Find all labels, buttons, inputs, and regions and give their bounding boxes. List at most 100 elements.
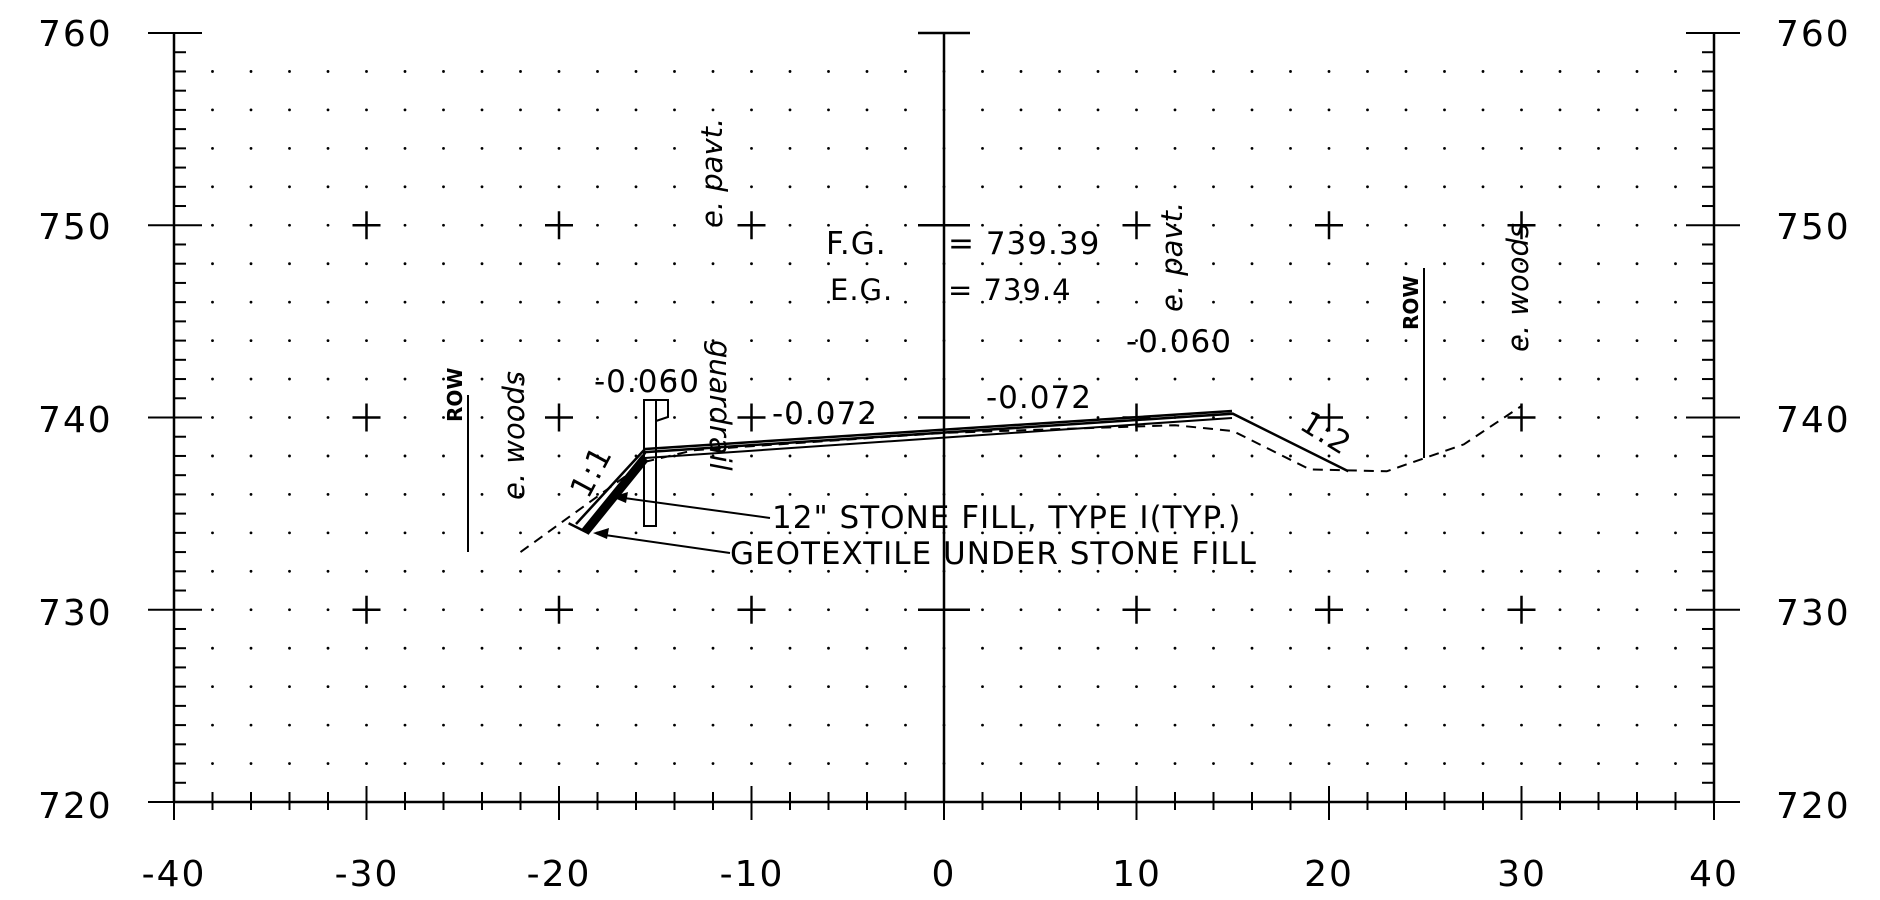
grid-dot	[1558, 223, 1562, 227]
grid-dot	[1366, 646, 1369, 650]
grid-dot	[1058, 416, 1061, 419]
grid-dot	[403, 531, 407, 535]
grid-dot	[1135, 339, 1138, 342]
grid-dot	[827, 762, 830, 765]
grid-dot	[981, 377, 984, 381]
grid-dot	[827, 70, 830, 73]
grid-dot	[1404, 416, 1408, 419]
grid-dot	[403, 146, 407, 150]
grid-dot	[1289, 723, 1292, 727]
grid-dot	[634, 493, 638, 496]
grid-dot	[249, 454, 253, 458]
grid-dot	[557, 646, 561, 650]
grid-dot	[1443, 723, 1446, 727]
grid-dot	[1481, 723, 1485, 727]
grid-dot	[1019, 262, 1023, 266]
grid-dot	[403, 339, 407, 342]
grid-dot	[365, 300, 368, 304]
grid-dot	[1327, 146, 1331, 150]
grid-dot	[1173, 685, 1177, 689]
grid-dot	[1597, 339, 1600, 342]
grid-dot	[519, 339, 522, 342]
grid-dot	[788, 416, 792, 419]
grid-dot	[403, 377, 407, 381]
grid-dot	[1635, 569, 1639, 573]
grid-dot	[1481, 646, 1485, 650]
major-crosses	[352, 211, 1536, 624]
grid-dot	[596, 108, 599, 112]
grid-dot	[1481, 300, 1485, 304]
grid-dot	[788, 723, 792, 727]
grid-dot	[480, 70, 484, 73]
grid-dot	[403, 416, 407, 419]
grid-dot	[1597, 146, 1600, 150]
grid-dot	[1674, 416, 1677, 419]
grid-dot	[1481, 70, 1485, 73]
grid-dot	[249, 569, 253, 573]
grid-dot	[1289, 339, 1292, 342]
grid-dot	[1443, 531, 1446, 535]
grid-dot	[1212, 608, 1215, 612]
grid-dot	[788, 339, 792, 342]
grid-dot	[673, 608, 676, 612]
grid-dot	[326, 493, 330, 496]
grid-dot	[1366, 762, 1369, 765]
grid-dot	[596, 185, 599, 189]
grid-dot	[1019, 185, 1023, 189]
geotextile-arrowhead	[593, 528, 609, 539]
grid-dot	[673, 70, 676, 73]
grid-dot	[1443, 146, 1446, 150]
grid-dot	[865, 454, 869, 458]
grid-dot	[1443, 108, 1446, 112]
grid-dot	[904, 685, 907, 689]
grid-dot	[211, 569, 214, 573]
grid-dot	[1289, 300, 1292, 304]
grid-dot	[211, 339, 214, 342]
grid-dot	[1327, 70, 1331, 73]
grid-dot	[1635, 70, 1639, 73]
grid-dot	[1250, 685, 1254, 689]
grid-dot	[1443, 646, 1446, 650]
grid-dot	[750, 646, 753, 650]
grid-dot	[865, 608, 869, 612]
grid-dot	[981, 569, 984, 573]
grid-dot	[596, 493, 599, 496]
grid-dot	[673, 185, 676, 189]
edge-of-woods-label: e. woods	[497, 371, 531, 500]
grid-dot	[1674, 339, 1677, 342]
grid-dot	[1404, 223, 1408, 227]
grid-dot	[596, 146, 599, 150]
grid-dot	[1443, 608, 1446, 612]
grid-dot	[1058, 762, 1061, 765]
grid-dot	[211, 493, 214, 496]
grid-dot	[519, 685, 522, 689]
y-tick-label: 760	[38, 14, 113, 55]
grid-dot	[788, 646, 792, 650]
grid-dot	[1635, 762, 1639, 765]
grid-dot	[1443, 685, 1446, 689]
grid-dot	[634, 569, 638, 573]
grid-dot	[1019, 646, 1023, 650]
grid-dot	[1481, 262, 1485, 266]
grid-dot	[326, 685, 330, 689]
grid-dot	[711, 762, 715, 765]
grid-dot	[249, 377, 253, 381]
grid-dot	[326, 185, 330, 189]
grid-dot	[519, 223, 522, 227]
grid-dot	[634, 531, 638, 535]
grid-dot	[249, 70, 253, 73]
grid-dot	[1674, 762, 1677, 765]
grid-dot	[904, 70, 907, 73]
grid-dot	[1327, 339, 1331, 342]
proposed-section-line	[568, 412, 1349, 535]
grid-dot	[1597, 531, 1600, 535]
grid-dot	[403, 108, 407, 112]
grid-dot	[673, 569, 676, 573]
grid-dot	[326, 339, 330, 342]
grid-dot	[1481, 416, 1485, 419]
grid-dot	[1289, 108, 1292, 112]
grid-dot	[673, 223, 676, 227]
grid-dot	[1481, 146, 1485, 150]
grid-dot	[1443, 493, 1446, 496]
grid-dot	[442, 223, 445, 227]
